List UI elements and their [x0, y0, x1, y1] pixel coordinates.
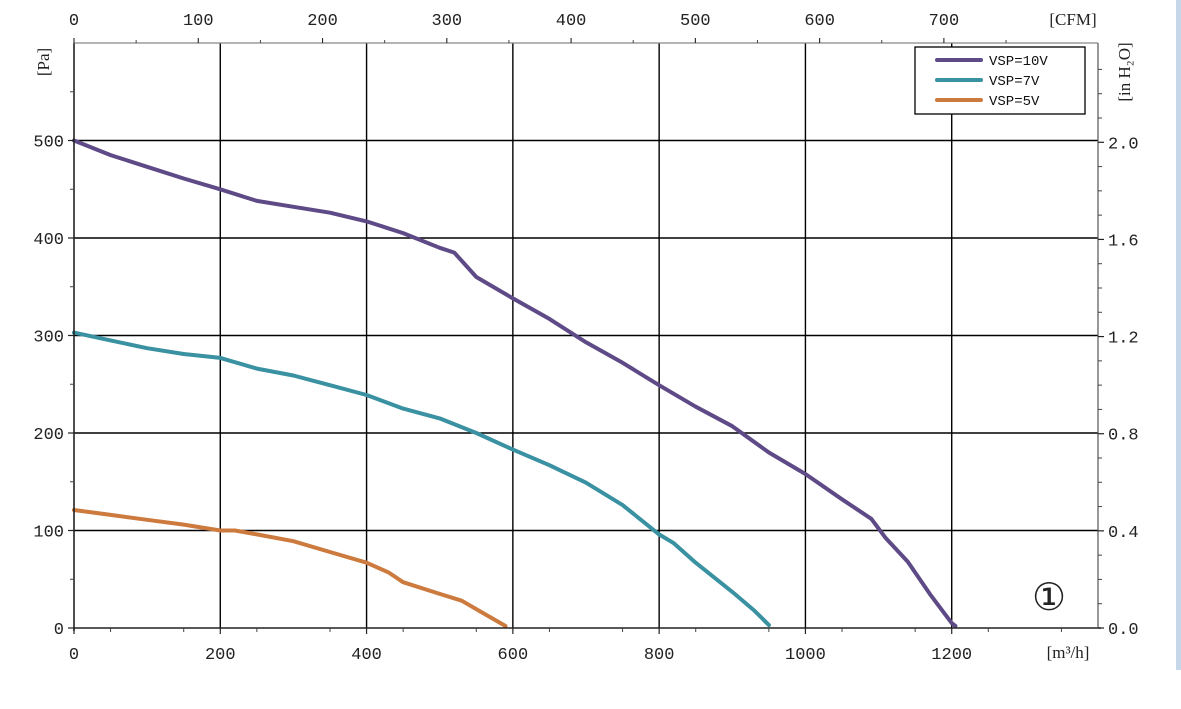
x2-tick-label: 0	[69, 12, 79, 31]
y-tick-label: 0	[54, 621, 64, 640]
y2-tick-label: 1.6	[1108, 232, 1139, 251]
y-axis-label: [Pa]	[34, 48, 53, 76]
legend-label: VSP=5V	[989, 94, 1040, 110]
circled-number-marker: ①	[1032, 575, 1066, 619]
axes: 0 200 400 600 800 1000 1200 0 100 200 300 400 500 0 10…	[33, 10, 1138, 665]
x-tick-label: 1200	[931, 646, 972, 665]
y2-tick-label: 1.2	[1108, 330, 1139, 349]
x-tick-label: 800	[644, 646, 675, 665]
legend-label: VSP=7V	[989, 74, 1040, 90]
series-line-1	[72, 138, 958, 628]
x2-tick-label: 300	[432, 12, 463, 31]
y2-tick-label: 0.0	[1108, 621, 1139, 640]
y-tick-label: 200	[33, 426, 64, 445]
x2-tick-label: 400	[556, 12, 587, 31]
y2-tick-label: 0.8	[1108, 427, 1139, 446]
x-tick-label: 0	[69, 646, 79, 665]
y2-tick-label: 0.4	[1108, 524, 1139, 543]
y-tick-label: 500	[33, 134, 64, 153]
grid	[74, 43, 1098, 628]
x2-tick-label: 500	[680, 12, 711, 31]
y-tick-label: 300	[33, 329, 64, 348]
legend: VSP=10V VSP=7V VSP=5V	[914, 46, 1086, 115]
x-tick-label: 400	[351, 646, 382, 665]
legend-label: VSP=10V	[989, 54, 1048, 70]
right-edge-strip	[1176, 0, 1181, 670]
series-lines	[72, 138, 958, 628]
x-axis-label: [m³/h]	[1047, 643, 1090, 662]
x-tick-label: 200	[205, 646, 236, 665]
x2-tick-label: 700	[929, 12, 960, 31]
series-line-2	[72, 330, 771, 628]
x2-axis-label: [CFM]	[1049, 10, 1096, 29]
x-tick-label: 1000	[785, 646, 826, 665]
x2-tick-label: 600	[804, 12, 835, 31]
y-tick-label: 100	[33, 524, 64, 543]
x2-tick-label: 100	[183, 12, 214, 31]
y2-tick-label: 2.0	[1108, 135, 1139, 154]
annotation: ①	[1032, 575, 1066, 619]
y-tick-label: 400	[33, 231, 64, 250]
x-tick-label: 600	[498, 646, 529, 665]
y2-axis-label: [in H₂O]	[1115, 42, 1134, 101]
x2-tick-label: 200	[307, 12, 338, 31]
series-line-3	[72, 508, 508, 628]
